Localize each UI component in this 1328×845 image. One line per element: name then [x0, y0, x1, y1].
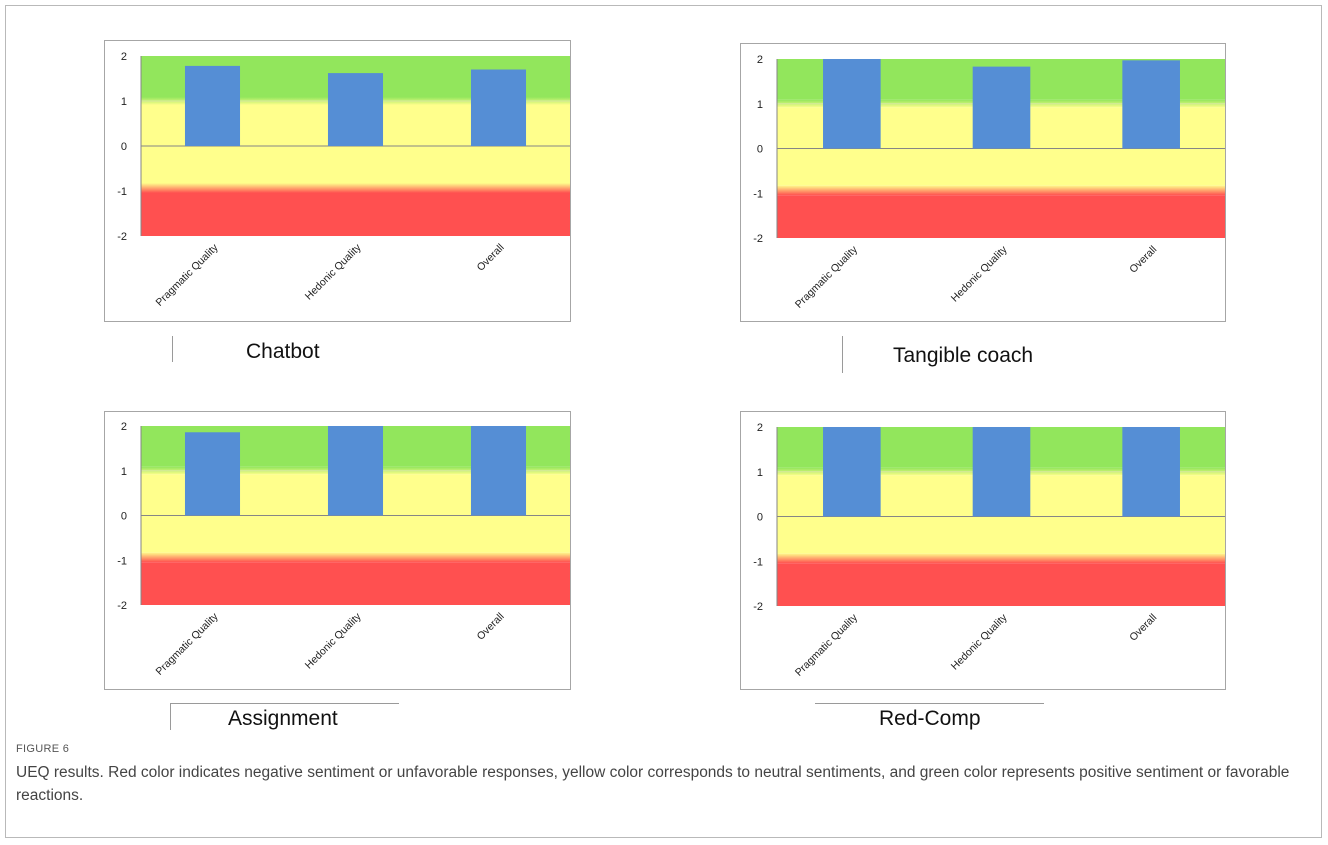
- band-transition: [777, 553, 1225, 564]
- y-tick-label: 0: [121, 511, 127, 523]
- chart-panel-red-comp: Pragmatic Quality Hedonic Quality Overall 2…: [740, 411, 1226, 690]
- x-tick-label: Pragmatic Quality: [154, 241, 222, 309]
- x-tick-label: Overall: [475, 242, 507, 274]
- x-tick-label: Hedonic Quality: [303, 610, 364, 671]
- band-transition: [777, 185, 1225, 196]
- chart-title-tangible-coach: Tangible coach: [893, 344, 1034, 367]
- band-negative: [777, 563, 1225, 606]
- y-tick-label: -2: [753, 601, 763, 613]
- title-divider: [170, 703, 171, 730]
- chart-title-assignment: Assignment: [228, 707, 338, 730]
- x-tick-label: Hedonic Quality: [949, 243, 1010, 304]
- chart-panel-assignment: Pragmatic Quality Hedonic Quality Overall 2…: [104, 411, 571, 690]
- bar-hedonic-quality: [327, 73, 384, 146]
- bar-pragmatic-quality: [823, 59, 881, 149]
- title-divider: [815, 703, 1044, 704]
- y-tick-label: -2: [117, 600, 127, 612]
- bar-pragmatic-quality: [184, 65, 241, 146]
- y-tick-label: -1: [753, 556, 763, 568]
- y-tick-label: -1: [117, 186, 127, 198]
- y-tick-label: -1: [753, 188, 763, 200]
- x-tick-label: Pragmatic Quality: [793, 243, 861, 311]
- y-tick-label: 2: [121, 51, 127, 63]
- band-negative: [777, 195, 1225, 238]
- y-tick-label: 1: [757, 467, 763, 479]
- y-tick-label: 2: [121, 421, 127, 433]
- chart-svg-red-comp: Pragmatic Quality Hedonic Quality Overall 2…: [753, 422, 1225, 679]
- y-tick-label: -2: [117, 231, 127, 243]
- x-tick-label: Pragmatic Quality: [793, 611, 861, 679]
- band-transition: [141, 552, 570, 563]
- x-tick-label: Pragmatic Quality: [154, 610, 222, 678]
- bar-pragmatic-quality: [184, 432, 241, 516]
- band-negative: [141, 193, 570, 236]
- y-tick-label: -1: [117, 555, 127, 567]
- x-tick-label: Hedonic Quality: [303, 241, 364, 302]
- y-tick-label: 1: [757, 99, 763, 111]
- band-negative: [141, 562, 570, 605]
- y-tick-label: 0: [757, 144, 763, 156]
- chart-svg-tangible-coach: Pragmatic Quality Hedonic Quality Overall 2…: [753, 54, 1225, 311]
- bar-hedonic-quality: [972, 66, 1031, 149]
- chart-title-chatbot: Chatbot: [246, 340, 320, 363]
- bar-overall: [470, 426, 527, 516]
- title-divider: [170, 703, 399, 704]
- y-tick-label: 2: [757, 422, 763, 434]
- y-tick-label: 2: [757, 54, 763, 66]
- x-tick-label: Hedonic Quality: [949, 611, 1010, 672]
- chart-panel-tangible-coach: Pragmatic Quality Hedonic Quality Overall 2…: [740, 43, 1226, 322]
- y-tick-label: 0: [757, 512, 763, 524]
- x-tick-label: Overall: [1127, 612, 1159, 644]
- bar-overall: [1122, 427, 1180, 517]
- bar-overall: [470, 69, 527, 146]
- bar-overall: [1122, 60, 1180, 149]
- chart-svg-assignment: Pragmatic Quality Hedonic Quality Overall 2…: [117, 421, 570, 678]
- bar-pragmatic-quality: [823, 427, 881, 517]
- y-tick-label: -2: [753, 233, 763, 245]
- title-divider: [842, 336, 843, 373]
- band-transition: [141, 183, 570, 193]
- bar-hedonic-quality: [972, 427, 1031, 517]
- figure-frame: [5, 5, 1322, 838]
- title-divider: [172, 336, 173, 362]
- chart-title-red-comp: Red-Comp: [879, 707, 981, 730]
- x-tick-label: Overall: [1127, 244, 1159, 276]
- bar-hedonic-quality: [327, 426, 384, 516]
- chart-svg-chatbot: Pragmatic Quality Hedonic Quality Overall 2…: [117, 51, 570, 309]
- chart-panel-chatbot: Pragmatic Quality Hedonic Quality Overall 2…: [104, 40, 571, 322]
- figure-label: FIGURE 6: [16, 743, 70, 755]
- y-tick-label: 0: [121, 141, 127, 153]
- figure-caption: UEQ results. Red color indicates negativ…: [16, 764, 1290, 804]
- y-tick-label: 1: [121, 96, 127, 108]
- y-tick-label: 1: [121, 466, 127, 478]
- x-tick-label: Overall: [475, 611, 507, 643]
